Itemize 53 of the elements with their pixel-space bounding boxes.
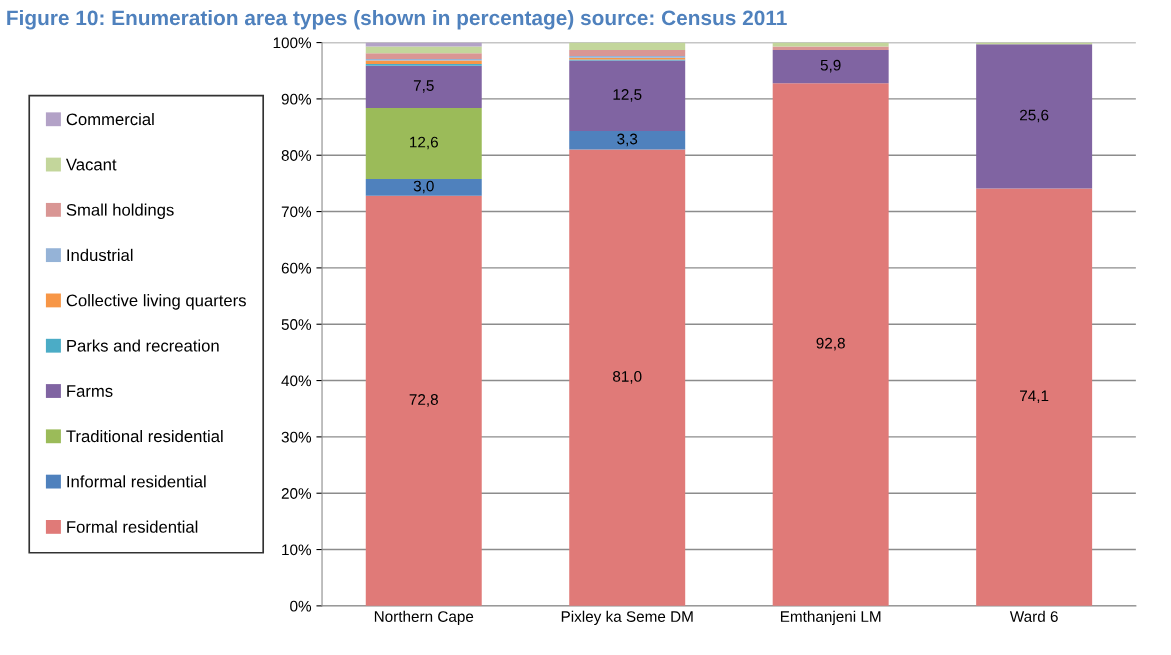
bar	[365, 178, 482, 196]
y-tick-label: 80%	[281, 150, 312, 161]
legend-label: Farms	[67, 385, 113, 397]
data-label: 25,6	[1020, 109, 1049, 123]
x-tick-label: Northern Cape	[374, 610, 474, 625]
y-tick-label: 40%	[281, 375, 312, 387]
y-tick-label: 0%	[290, 600, 312, 612]
bar	[365, 107, 482, 179]
bar	[365, 53, 482, 59]
y-tick-label: 50%	[281, 319, 312, 330]
data-label: 12,6	[410, 136, 438, 150]
data-label: 5,9	[820, 59, 841, 73]
legend-label: Parks and recreation	[67, 339, 219, 352]
legend-label: Vacant	[65, 158, 117, 171]
data-label: 74,1	[1020, 390, 1049, 404]
y-tick-label: 30%	[281, 431, 312, 443]
data-label: 12,5	[613, 89, 642, 102]
data-label: 3,3	[617, 133, 638, 147]
y-tick-label: 70%	[281, 206, 312, 218]
x-tick-label: Emthanjeni LM	[780, 610, 881, 625]
y-tick-label: 20%	[281, 488, 312, 499]
data-label: 81,0	[613, 371, 642, 384]
data-label: 92,8	[816, 337, 845, 351]
legend-label: Formal residential	[67, 520, 198, 533]
bar	[569, 131, 686, 150]
y-tick-label: 60%	[281, 262, 312, 274]
data-label: 72,8	[409, 394, 438, 407]
bar	[365, 195, 482, 606]
legend-label: Small holdings	[66, 203, 174, 220]
bar	[569, 42, 686, 50]
bar	[976, 188, 1093, 606]
bar	[772, 49, 889, 84]
bar	[569, 149, 686, 606]
y-tick-label: 10%	[282, 544, 312, 556]
x-tick-label: Ward 6	[1009, 610, 1058, 622]
bar	[772, 83, 889, 606]
x-tick-label: Pixley ka Seme DM	[561, 610, 693, 625]
legend-label: Traditional residential	[66, 429, 223, 443]
y-tick-label: 100%	[273, 37, 312, 49]
legend-label: Industrial	[67, 248, 133, 262]
data-label: 3,0	[413, 180, 434, 194]
bar	[569, 49, 686, 57]
y-tick-label: 90%	[281, 93, 312, 105]
bar	[569, 60, 686, 132]
legend-label: Informal residential	[67, 475, 206, 488]
chart-title: Figure 10: Enumeration area types (shown in percentage) source: Census 2011	[7, 9, 787, 30]
legend-label: Commercial	[66, 112, 154, 126]
bar	[365, 42, 482, 47]
data-label: 7,5	[413, 80, 434, 93]
legend-label: Collective living quarters	[66, 294, 246, 310]
bar	[976, 44, 1093, 189]
bar	[772, 42, 889, 47]
bar	[365, 65, 482, 108]
